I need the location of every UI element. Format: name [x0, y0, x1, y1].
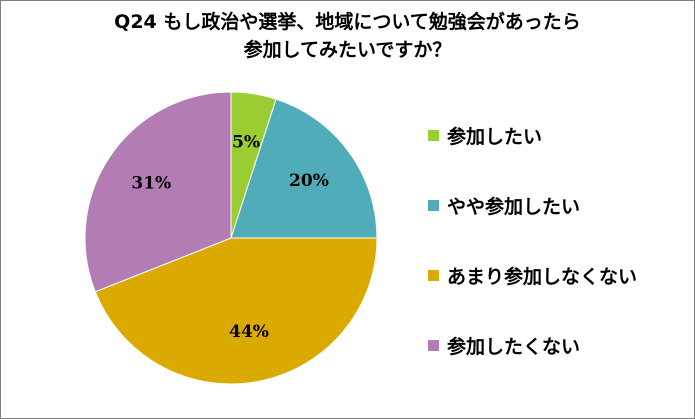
legend-label-3: あまり参加しなくない	[447, 265, 638, 288]
legend-swatch-2	[428, 199, 439, 211]
pie-slice-4	[84, 91, 232, 293]
data-label-1: 5%	[232, 132, 260, 152]
legend-item-4: 参加したくない	[428, 330, 688, 360]
legend-item-3: あまり参加しなくない	[428, 260, 688, 290]
data-label-4: 31%	[131, 173, 171, 193]
data-label-2: 20%	[289, 171, 329, 191]
legend-item-2: やや参加したい	[428, 190, 688, 220]
legend-label-1: 参加したい	[447, 125, 543, 148]
legend-swatch-3	[428, 269, 439, 281]
chart-title: Q24 もし政治や選挙、地域について勉強会があったら 参加してみたいですか？	[0, 8, 695, 64]
legend-swatch-4	[428, 339, 439, 351]
legend-label-2: やや参加したい	[447, 195, 581, 218]
data-label-3: 44%	[229, 322, 269, 342]
legend-label-4: 参加したくない	[447, 335, 581, 358]
chart-title-line-1: Q24 もし政治や選挙、地域について勉強会があったら	[114, 11, 581, 33]
legend-swatch-1	[428, 129, 439, 141]
legend-item-1: 参加したい	[428, 120, 688, 150]
pie-slice-3	[94, 237, 378, 385]
pie-slice-2	[230, 98, 378, 239]
chart-title-line-2: 参加してみたいですか？	[243, 39, 452, 61]
